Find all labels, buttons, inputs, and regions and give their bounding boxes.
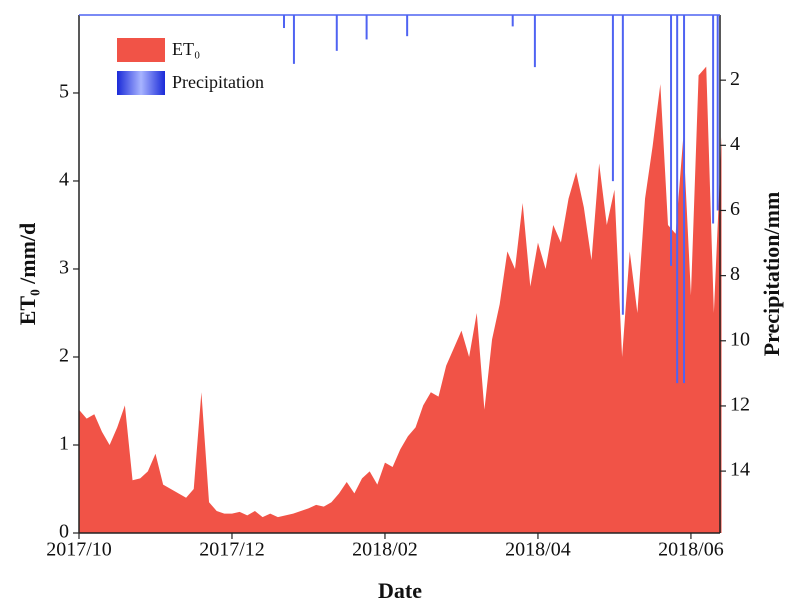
x-tick-label: 2018/02	[352, 539, 418, 561]
y2-tick-label: 14	[730, 459, 750, 481]
x-axis-title: Date	[378, 578, 422, 602]
y-tick-label: 0	[59, 521, 69, 543]
et0-area	[79, 66, 722, 534]
precipitation-bar	[365, 15, 368, 40]
precipitation-bar	[406, 15, 409, 37]
y-tick-label: 3	[59, 257, 69, 279]
y-tick-label: 5	[59, 81, 69, 103]
precipitation-bar	[511, 15, 514, 27]
y-tick-label: 2	[59, 345, 69, 367]
precipitation-bar	[712, 15, 715, 224]
y2-tick-label: 4	[730, 133, 740, 155]
plot-area	[79, 15, 722, 534]
legend-swatch	[117, 71, 165, 95]
x-tick-label: 2018/04	[505, 539, 571, 561]
legend-swatch	[117, 38, 165, 62]
precipitation-bar	[282, 15, 285, 29]
y2-tick-label: 12	[730, 394, 750, 416]
legend-label: Precipitation	[172, 72, 264, 92]
y-tick-label: 1	[59, 433, 69, 455]
precipitation-bar	[716, 15, 719, 211]
x-tick-label: 2017/12	[199, 539, 265, 561]
legend-label: ET₀	[172, 39, 200, 59]
precipitation-bar	[683, 15, 686, 384]
x-tick-label: 2018/06	[658, 539, 724, 561]
y2-tick-label: 2	[730, 68, 740, 90]
x-tick-label: 2017/10	[46, 539, 112, 561]
precipitation-bar	[670, 15, 673, 266]
y2-tick-label: 8	[730, 263, 740, 285]
precipitation-bar	[621, 15, 624, 315]
y2-tick-label: 10	[730, 328, 750, 350]
precipitation-bar	[533, 15, 536, 68]
precipitation-bar	[335, 15, 338, 51]
y-axis-title: ET₀ /mm/d	[15, 223, 40, 326]
y2-axis-title: Precipitation/mm	[759, 192, 784, 357]
precipitation-bar	[611, 15, 614, 182]
y2-tick-label: 6	[730, 198, 740, 220]
precipitation-bar	[292, 15, 295, 64]
y-tick-label: 4	[59, 169, 69, 191]
precipitation-bar	[676, 15, 679, 384]
